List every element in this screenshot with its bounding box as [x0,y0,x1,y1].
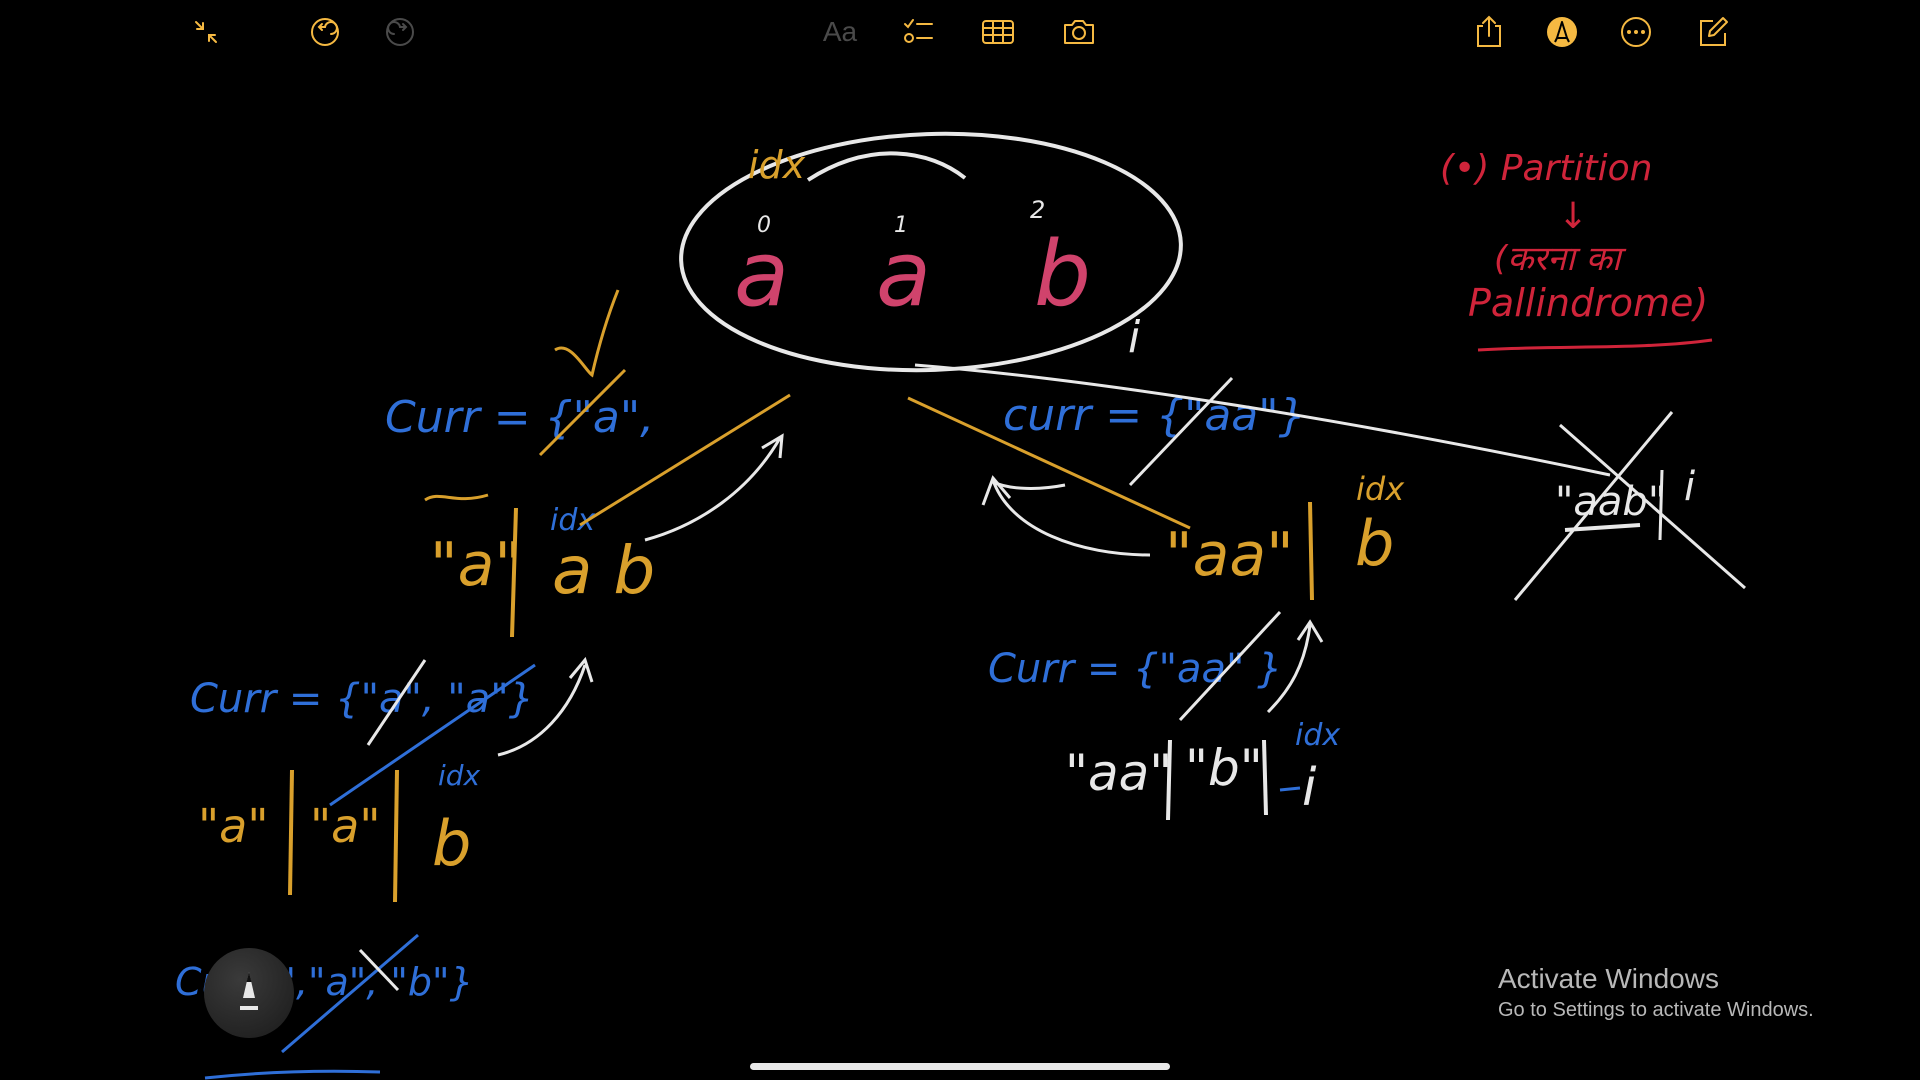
partition-line1: (करना का [1494,239,1627,279]
right2-curr-text: Curr = {"aa" } [988,646,1283,692]
left2-idx-label: idx [438,759,481,792]
activate-subtitle: Go to Settings to activate Windows. [1498,996,1814,1024]
index-2: 2 [1030,196,1045,224]
right-node-part1: "aa" [1165,520,1294,590]
i-label-top: i [1128,312,1141,363]
left-node-part1: "a" [430,530,522,600]
activate-windows-watermark: Activate Windows Go to Settings to activ… [1498,962,1814,1024]
left2-curr-text: Curr = {"a", "a"} [190,676,534,722]
right-idx-label: idx [1356,470,1405,508]
string-group: idx 0 1 2 a a b i [677,125,1185,378]
home-indicator[interactable] [750,1063,1170,1070]
left2-node-2: "a" [310,799,381,853]
right2-node-3: i [1302,758,1317,818]
right-branch: curr = {"aa"} "aa" idx b [908,378,1405,600]
activate-title: Activate Windows [1498,962,1814,996]
left-level2: Curr = {"a", "a"} "a" "a" idx b [190,660,592,902]
right-node-part2: b [1355,507,1394,580]
pencil-tool-button[interactable] [204,948,294,1038]
partition-line2: Pallindrome) [1468,281,1708,325]
left2-node-3: b [432,807,471,880]
partition-arrow: ↓ [1558,196,1588,237]
partition-note: (•) Partition ↓ (करना का Pallindrome) [1440,148,1712,350]
far-right-i: i [1684,464,1695,510]
char-1: a [876,222,931,327]
partition-title: (•) Partition [1440,148,1652,189]
left-node-part2: a b [552,532,655,609]
right-curr-text: curr = {"aa"} [1003,390,1307,441]
right-level2: Curr = {"aa" } "aa" "b" idx i [988,612,1340,820]
right2-node-2: "b" [1185,739,1263,797]
pencil-tool-icon [229,968,269,1018]
char-2: b [1034,222,1091,327]
char-0: a [734,222,789,327]
left-curr-text: Curr = {"a", [385,392,654,443]
idx-label-top: idx [748,143,806,187]
right2-idx-label: idx [1295,718,1340,753]
right2-node-1: "aa" [1065,744,1172,802]
left-branch: Curr = {"a", "a" idx a b [385,290,790,637]
left2-node-1: "a" [198,799,269,853]
